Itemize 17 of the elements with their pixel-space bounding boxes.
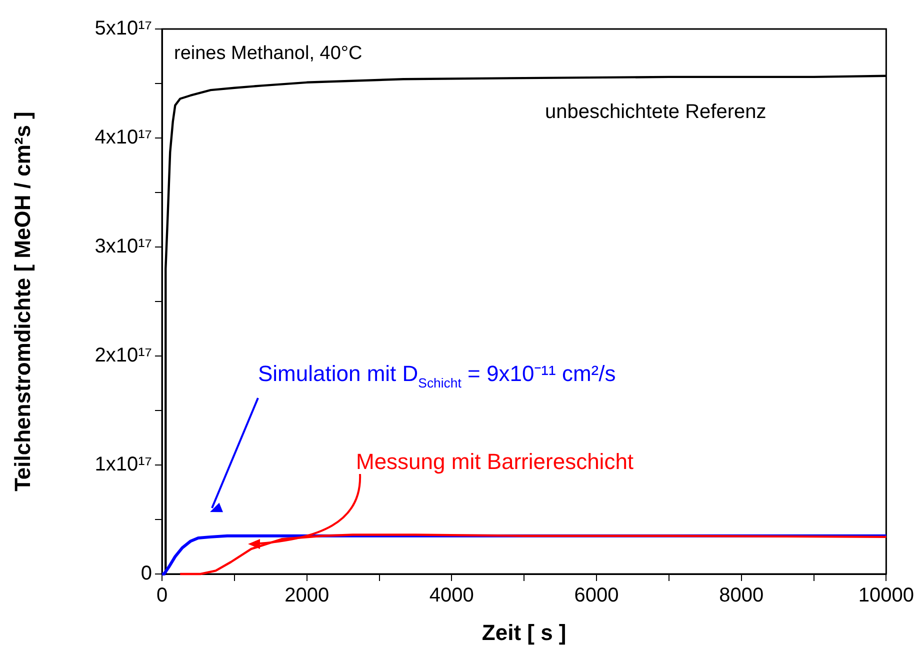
y-tick-label: 4x10¹⁷: [94, 126, 152, 149]
x-tick-label: 8000: [719, 584, 764, 607]
y-tick-label: 0: [140, 562, 152, 585]
series-label: unbeschichtete Referenz: [545, 101, 766, 123]
y-tick-label: 1x10¹⁷: [94, 454, 152, 476]
text: Messung mit Barriereschicht: [356, 449, 634, 474]
text: reines Methanol, 40°C: [174, 43, 362, 64]
x-tick-label: 6000: [574, 584, 619, 607]
y-axis-title: Teilchenstromdichte [ MeOH / cm²s ]: [10, 112, 35, 492]
x-tick-label: 4000: [429, 584, 474, 607]
x-axis-title: Zeit [ s ]: [482, 620, 566, 645]
y-tick-label: 2x10¹⁷: [94, 344, 152, 367]
x-tick-label: 10000: [858, 584, 914, 607]
y-tick-label: 3x10¹⁷: [94, 236, 152, 258]
x-tick-label: 0: [156, 584, 168, 607]
y-tick-label: 5x10¹⁷: [94, 18, 152, 40]
x-tick-label: 2000: [284, 584, 330, 607]
